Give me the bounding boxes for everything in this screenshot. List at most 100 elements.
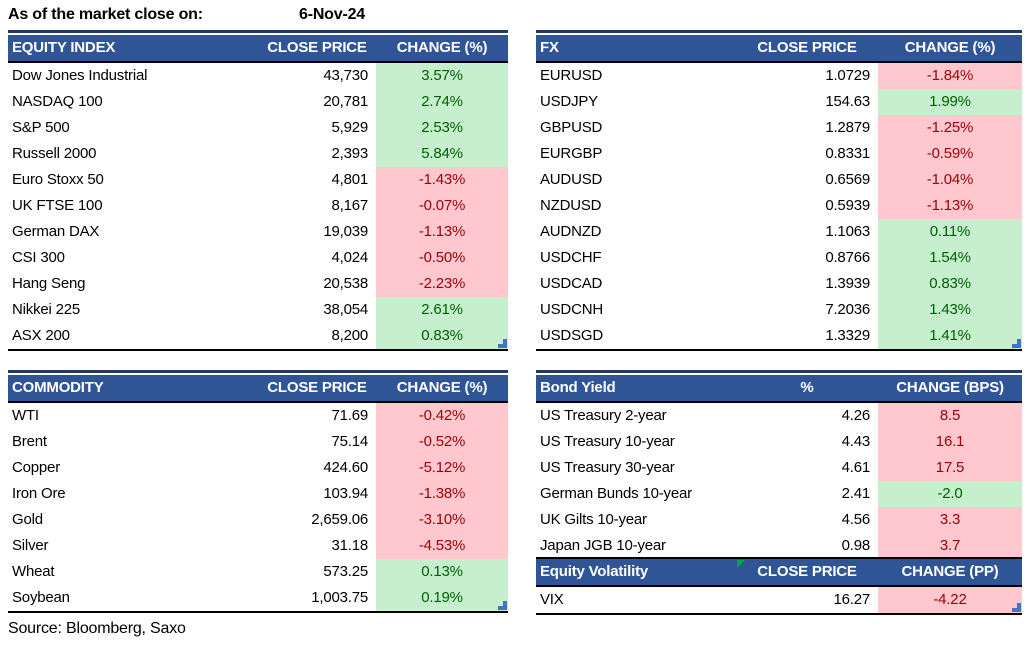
table-row: US Treasury 30-year 4.61 17.5 [536, 455, 1022, 481]
table-row: US Treasury 2-year 4.26 8.5 [536, 403, 1022, 429]
instrument-name-cell: Iron Ore [12, 485, 66, 502]
instrument-name-cell: CSI 300 [12, 249, 65, 266]
change-cell: -0.07% [376, 193, 508, 219]
equity-volatility-table: Equity Volatility CLOSE PRICE CHANGE (PP… [536, 557, 1022, 615]
change-cell: 0.19% [376, 585, 508, 611]
change-cell: 8.5 [878, 403, 1022, 429]
column-header-close-price-label: CLOSE PRICE [757, 563, 857, 580]
table-top-border [8, 30, 508, 33]
change-cell: 1.99% [878, 89, 1022, 115]
change-cell: 3.7 [878, 533, 1022, 559]
change-cell: 0.83% [376, 323, 508, 349]
close-price-cell: 2,393 [331, 145, 368, 162]
instrument-name-cell: Brent [12, 433, 47, 450]
close-price-cell: 4.26 [841, 407, 871, 424]
table-body: VIX 16.27 -4.22 [536, 587, 1022, 613]
table-bottom-border [536, 613, 1022, 615]
change-cell: 17.5 [878, 455, 1022, 481]
table-row: USDSGD 1.3329 1.41% [536, 323, 1022, 349]
table-row: VIX 16.27 -4.22 [536, 587, 1022, 613]
column-header-close-price: CLOSE PRICE [267, 379, 367, 396]
instrument-name-cell: German DAX [12, 223, 100, 240]
close-price-cell: 4,801 [331, 171, 368, 188]
table-body: Dow Jones Industrial 43,730 3.57% NASDAQ 10… [8, 63, 508, 349]
column-header-change-bps: CHANGE (BPS) [896, 379, 1004, 396]
table-row: AUDNZD 1.1063 0.11% [536, 219, 1022, 245]
change-cell: 16.1 [878, 429, 1022, 455]
column-header-commodity: COMMODITY [12, 379, 104, 396]
instrument-name-cell: EURUSD [540, 67, 603, 84]
column-header-close-price: CLOSE PRICE [267, 39, 367, 56]
table-row: ASX 200 8,200 0.83% [8, 323, 508, 349]
close-price-cell: 0.8766 [825, 249, 870, 266]
table-row: Euro Stoxx 50 4,801 -1.43% [8, 167, 508, 193]
table-row: Copper 424.60 -5.12% [8, 455, 508, 481]
change-cell: 2.61% [376, 297, 508, 323]
close-price-cell: 2.41 [841, 485, 871, 502]
instrument-name-cell: Hang Seng [12, 275, 86, 292]
table-top-border [8, 370, 508, 373]
close-price-cell: 1.0729 [825, 67, 870, 84]
table-bottom-border [536, 349, 1022, 351]
column-header-percent: % [800, 379, 814, 396]
table-header-row: Equity Volatility CLOSE PRICE CHANGE (PP… [536, 559, 1022, 587]
column-header-fx: FX [540, 39, 559, 56]
change-cell: -4.53% [376, 533, 508, 559]
instrument-name-cell: GBPUSD [540, 119, 603, 136]
close-price-cell: 31.18 [331, 537, 368, 554]
table-body: WTI 71.69 -0.42% Brent 75.14 -0.52% Copper 424.… [8, 403, 508, 611]
close-price-cell: 4.43 [841, 433, 871, 450]
table-row: AUDUSD 0.6569 -1.04% [536, 167, 1022, 193]
instrument-name-cell: Euro Stoxx 50 [12, 171, 104, 188]
instrument-name-cell: Japan JGB 10-year [540, 537, 666, 554]
column-header-change-pct: CHANGE (%) [396, 39, 488, 56]
change-cell: -1.43% [376, 167, 508, 193]
fx-table: FX CLOSE PRICE CHANGE (%) EURUSD 1.0729 -1… [536, 30, 1022, 351]
change-cell: -1.04% [878, 167, 1022, 193]
table-row: EURGBP 0.8331 -0.59% [536, 141, 1022, 167]
as-of-label: As of the market close on: [8, 6, 203, 23]
table-row: NZDUSD 0.5939 -1.13% [536, 193, 1022, 219]
instrument-name-cell: German Bunds 10-year [540, 485, 692, 502]
instrument-name-cell: Copper [12, 459, 60, 476]
close-price-cell: 4,024 [331, 249, 368, 266]
instrument-name-cell: US Treasury 2-year [540, 407, 667, 424]
instrument-name-cell: NZDUSD [540, 197, 602, 214]
table-bottom-border [8, 349, 508, 351]
instrument-name-cell: AUDNZD [540, 223, 602, 240]
close-price-cell: 573.25 [323, 563, 368, 580]
instrument-name-cell: Wheat [12, 563, 55, 580]
column-header-equity-volatility: Equity Volatility [540, 563, 649, 580]
change-cell: -5.12% [376, 455, 508, 481]
table-bottom-border [8, 611, 508, 613]
instrument-name-cell: US Treasury 10-year [540, 433, 675, 450]
instrument-name-cell: Soybean [12, 589, 70, 606]
close-price-cell: 5,929 [331, 119, 368, 136]
close-price-cell: 1,003.75 [311, 589, 368, 606]
table-row: UK Gilts 10-year 4.56 3.3 [536, 507, 1022, 533]
change-cell: -0.59% [878, 141, 1022, 167]
change-cell: 0.13% [376, 559, 508, 585]
table-row: S&P 500 5,929 2.53% [8, 115, 508, 141]
table-header-row: FX CLOSE PRICE CHANGE (%) [536, 35, 1022, 63]
instrument-name-cell: EURGBP [540, 145, 603, 162]
instrument-name-cell: Nikkei 225 [12, 301, 81, 318]
change-cell: 2.53% [376, 115, 508, 141]
close-price-cell: 2,659.06 [311, 511, 368, 528]
cell-error-indicator-icon [737, 560, 745, 568]
change-cell: -0.52% [376, 429, 508, 455]
table-row: Nikkei 225 38,054 2.61% [8, 297, 508, 323]
close-price-cell: 0.6569 [825, 171, 870, 188]
close-price-cell: 1.1063 [825, 223, 870, 240]
column-header-bond-yield: Bond Yield [540, 379, 616, 396]
instrument-name-cell: UK Gilts 10-year [540, 511, 647, 528]
table-header-row: EQUITY INDEX CLOSE PRICE CHANGE (%) [8, 35, 508, 63]
close-price-cell: 8,167 [331, 197, 368, 214]
close-price-cell: 75.14 [331, 433, 368, 450]
instrument-name-cell: S&P 500 [12, 119, 70, 136]
change-cell: 3.57% [376, 63, 508, 89]
instrument-name-cell: USDSGD [540, 327, 603, 344]
table-row: CSI 300 4,024 -0.50% [8, 245, 508, 271]
table-header-row: Bond Yield % CHANGE (BPS) [536, 375, 1022, 403]
column-header-change-pp: CHANGE (PP) [901, 563, 999, 580]
